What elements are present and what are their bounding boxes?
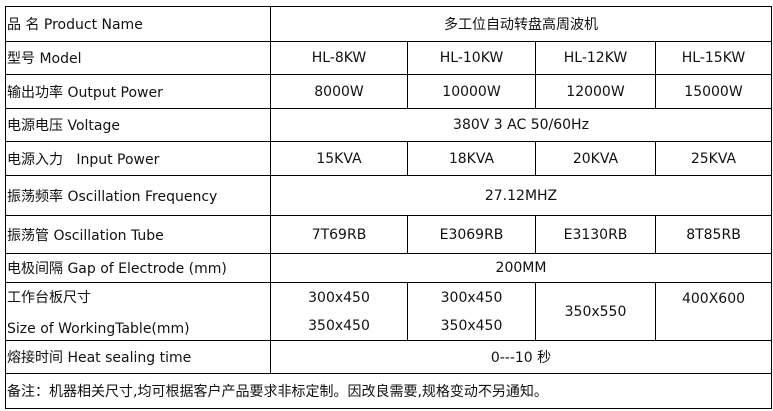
row-heat-sealing: 熔接时间 Heat sealing time 0---10 秒 [5,340,772,374]
value-output-power: 12000W [535,74,656,109]
value-oscillation-tube: 7T69RB [270,215,408,254]
row-oscillation-frequency: 振荡频率 Oscillation Frequency 27.12MHZ [5,175,772,216]
value-model: HL-15KW [655,41,772,75]
row-voltage: 电源电压 Voltage 380V 3 AC 50/60Hz [5,108,772,142]
row-model: 型号 Model HL-8KW HL-10KW HL-12KW HL-15KW [5,41,772,75]
value-model: HL-12KW [535,41,656,75]
value-output-power: 8000W [270,74,408,109]
row-product-name: 品 名 Product Name 多工位自动转盘高周波机 [5,6,772,42]
value-heat-sealing: 0---10 秒 [270,340,772,374]
value-electrode-gap: 200MM [270,253,772,283]
working-table-size: 300x450 [308,289,370,306]
label-voltage: 电源电压 Voltage [5,108,271,142]
row-working-table: 工作台板尺寸 Size of WorkingTable(mm) 300x450 35… [5,282,772,341]
value-output-power: 10000W [407,74,536,109]
label-heat-sealing: 熔接时间 Heat sealing time [5,340,271,374]
note: 备注：机器相关尺寸,均可根据客户产品要求非标定制。因改良需要,规格变动不另通知。 [5,373,772,409]
value-oscillation-tube: E3069RB [407,215,536,254]
label-input-power: 电源入力 Input Power [5,141,271,176]
value-voltage: 380V 3 AC 50/60Hz [270,108,772,142]
value-working-table: 300x450 350x450 [407,282,536,341]
value-working-table: 350x550 [535,282,656,341]
value-oscillation-tube: 8T85RB [655,215,772,254]
value-oscillation-tube: E3130RB [535,215,656,254]
value-model: HL-8KW [270,41,408,75]
label-oscillation-tube: 振荡管 Oscillation Tube [5,215,271,254]
label-oscillation-frequency: 振荡频率 Oscillation Frequency [5,175,271,216]
value-oscillation-frequency: 27.12MHZ [270,175,772,216]
row-output-power: 输出功率 Output Power 8000W 10000W 12000W 15… [5,74,772,109]
row-input-power: 电源入力 Input Power 15KVA 18KVA 20KVA 25KVA [5,141,772,176]
working-table-size: 350x450 [308,317,370,334]
value-model: HL-10KW [407,41,536,75]
row-oscillation-tube: 振荡管 Oscillation Tube 7T69RB E3069RB E313… [5,215,772,254]
value-product-name: 多工位自动转盘高周波机 [270,6,772,42]
label-working-table-en: Size of WorkingTable(mm) [7,320,190,337]
label-product-name: 品 名 Product Name [5,6,271,42]
value-working-table: 300x450 350x450 [270,282,408,341]
value-working-table: 400X600 [655,282,772,341]
row-electrode-gap: 电极间隔 Gap of Electrode (mm) 200MM [5,253,772,283]
row-note: 备注：机器相关尺寸,均可根据客户产品要求非标定制。因改良需要,规格变动不另通知。 [5,373,772,409]
value-input-power: 25KVA [655,141,772,176]
label-working-table: 工作台板尺寸 Size of WorkingTable(mm) [5,282,271,341]
label-working-table-cn: 工作台板尺寸 [7,289,91,306]
value-input-power: 15KVA [270,141,408,176]
label-output-power: 输出功率 Output Power [5,74,271,109]
working-table-size: 350x450 [440,317,503,334]
label-model: 型号 Model [5,41,271,75]
value-output-power: 15000W [655,74,772,109]
spec-table: 品 名 Product Name 多工位自动转盘高周波机 型号 Model HL… [5,6,772,409]
working-table-size: 300x450 [440,289,503,306]
label-electrode-gap: 电极间隔 Gap of Electrode (mm) [5,253,271,283]
value-input-power: 20KVA [535,141,656,176]
value-input-power: 18KVA [407,141,536,176]
